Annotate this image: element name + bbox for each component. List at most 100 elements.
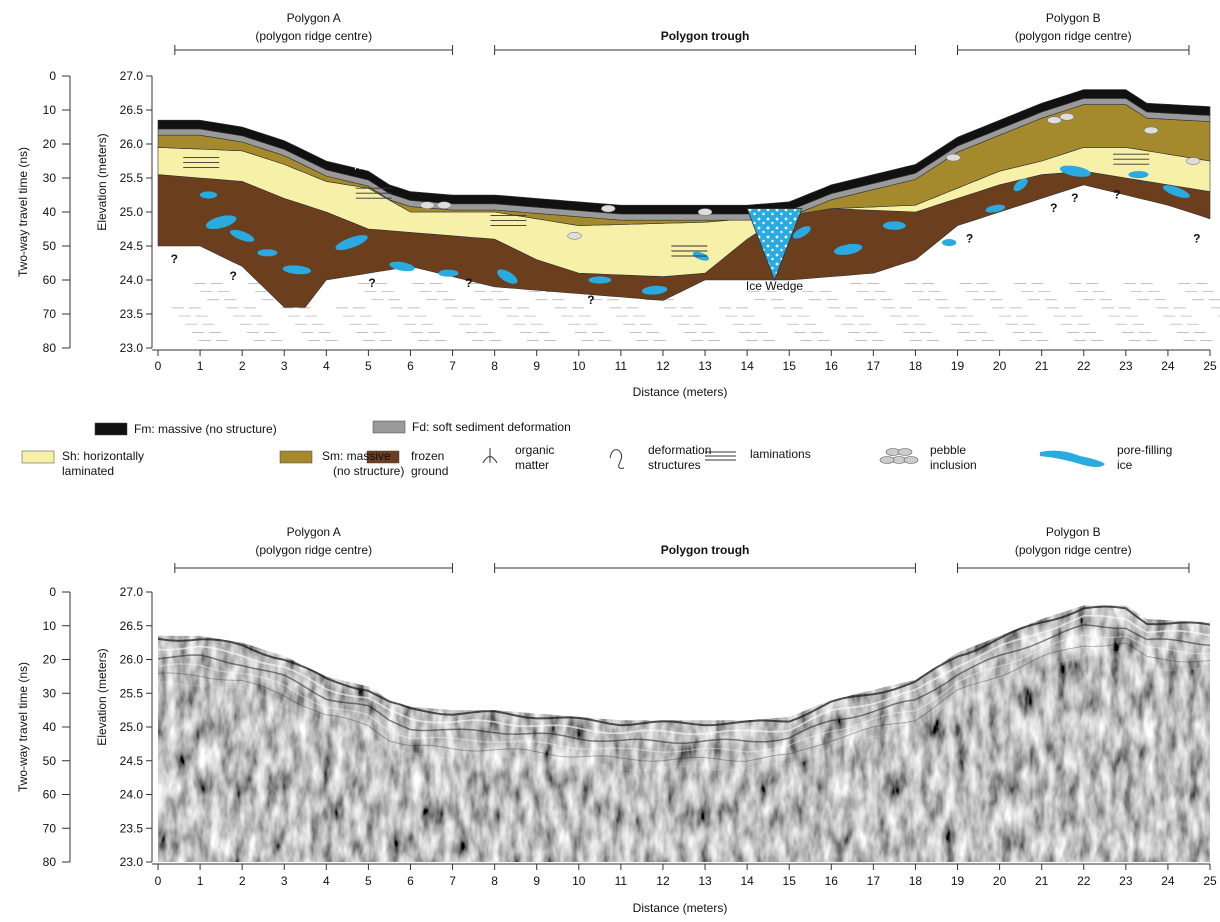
legend-label: inclusion	[930, 458, 977, 472]
distance-tick-label: 22	[1077, 359, 1091, 373]
legend: Fm: massive (no structure)Fd: soft sedim…	[22, 420, 1172, 478]
time-tick-label: 40	[43, 205, 57, 219]
panel: Polygon A (polygon ridge centre) Polygon t…	[16, 11, 1220, 399]
pore-ice	[942, 239, 956, 246]
distance-tick-label: 3	[281, 874, 288, 888]
pore-ice	[883, 221, 906, 230]
legend-fd	[373, 421, 405, 433]
distance-tick-label: 12	[656, 874, 670, 888]
distance-tick-label: 10	[572, 874, 586, 888]
distance-tick-label: 24	[1161, 874, 1175, 888]
organic-matter	[852, 165, 862, 176]
distance-tick-label: 1	[197, 874, 204, 888]
distance-tick-label: 23	[1119, 359, 1133, 373]
time-tick-label: 60	[43, 273, 57, 287]
elevation-tick-label: 25.5	[120, 171, 144, 185]
ice-wedge-label: Ice Wedge	[746, 279, 803, 293]
elevation-tick-label: 26.0	[120, 653, 144, 667]
legend-fm	[95, 423, 127, 435]
distance-tick-label: 4	[323, 359, 330, 373]
question-mark: ?	[230, 269, 237, 283]
elevation-tick-label: 25.0	[120, 720, 144, 734]
legend-label: pore-filling	[1117, 443, 1172, 457]
distance-tick-label: 25	[1203, 359, 1217, 373]
legend-pebble	[898, 449, 912, 456]
time-tick-label: 0	[49, 585, 56, 599]
organic-matter	[549, 184, 559, 195]
elevation-tick-label: 26.5	[120, 619, 144, 633]
time-tick-label: 20	[43, 137, 57, 151]
elevation-tick-label: 23.0	[120, 855, 144, 869]
legend-label: organic	[515, 443, 554, 457]
distance-tick-label: 0	[155, 359, 162, 373]
legend-sh	[22, 451, 54, 463]
distance-axis-label: Distance (meters)	[633, 385, 728, 399]
pebble	[437, 202, 451, 209]
time-tick-label: 20	[43, 653, 57, 667]
legend-label: structures	[648, 458, 701, 472]
question-mark: ?	[1071, 191, 1078, 205]
distance-tick-label: 14	[740, 874, 754, 888]
legend-label: ice	[1117, 458, 1133, 472]
time-tick-label: 40	[43, 720, 57, 734]
distance-tick-label: 5	[365, 874, 372, 888]
organic-matter	[1032, 90, 1042, 101]
distance-tick-label: 19	[951, 874, 965, 888]
elevation-tick-label: 27.0	[120, 585, 144, 599]
time-tick-label: 10	[43, 103, 57, 117]
elevation-tick-label: 27.0	[120, 69, 144, 83]
distance-tick-label: 17	[867, 359, 881, 373]
distance-tick-label: 9	[533, 359, 540, 373]
region-label: Polygon trough	[661, 543, 750, 557]
pebble	[698, 209, 712, 216]
elevation-tick-label: 23.5	[120, 821, 144, 835]
legend-pebble	[904, 457, 918, 464]
pore-ice	[257, 249, 277, 256]
distance-tick-label: 5	[365, 359, 372, 373]
time-tick-label: 50	[43, 239, 57, 253]
distance-tick-label: 24	[1161, 359, 1175, 373]
distance-tick-label: 11	[615, 359, 628, 373]
distance-tick-label: 3	[281, 359, 288, 373]
distance-tick-label: 10	[572, 359, 586, 373]
region-label: (polygon ridge centre)	[1015, 543, 1132, 557]
distance-tick-label: 1	[197, 359, 204, 373]
distance-tick-label: 7	[449, 874, 456, 888]
figure: Polygon A (polygon ridge centre) Polygon t…	[0, 0, 1220, 922]
time-tick-label: 70	[43, 821, 57, 835]
question-mark: ?	[465, 276, 472, 290]
time-tick-label: 60	[43, 788, 57, 802]
legend-deformation	[610, 450, 624, 469]
elevation-tick-label: 25.0	[120, 205, 144, 219]
pebble	[1186, 158, 1200, 165]
elevation-tick-label: 24.5	[120, 239, 144, 253]
legend-label: ground	[411, 464, 448, 478]
legend-label: matter	[515, 458, 549, 472]
distance-tick-label: 14	[740, 359, 754, 373]
legend-label: (no structure)	[333, 464, 404, 478]
question-mark: ?	[1113, 187, 1120, 201]
elevation-tick-label: 26.0	[120, 137, 144, 151]
region-label: (polygon ridge centre)	[1015, 29, 1132, 43]
pebble	[1144, 127, 1158, 134]
elevation-tick-label: 23.5	[120, 307, 144, 321]
time-tick-label: 30	[43, 686, 57, 700]
region-label: Polygon trough	[661, 29, 750, 43]
distance-axis-label: Distance (meters)	[633, 901, 728, 915]
legend-label: Fd: soft sediment deformation	[412, 420, 571, 434]
time-tick-label: 80	[43, 341, 57, 355]
region-label: Polygon A	[287, 11, 341, 25]
distance-tick-label: 25	[1203, 874, 1217, 888]
distance-tick-label: 23	[1119, 874, 1133, 888]
question-mark: ?	[368, 276, 375, 290]
organic-matter	[355, 158, 365, 169]
distance-tick-label: 22	[1077, 874, 1091, 888]
distance-tick-label: 13	[698, 359, 712, 373]
question-mark: ?	[966, 232, 973, 246]
panel: Polygon A(polygon ridge centre)Polygon t…	[16, 525, 1217, 915]
region-label: (polygon ridge centre)	[255, 29, 372, 43]
region-bracket	[958, 563, 1189, 573]
region-bracket	[175, 45, 453, 55]
pore-ice	[588, 276, 611, 283]
distance-tick-label: 15	[783, 359, 797, 373]
